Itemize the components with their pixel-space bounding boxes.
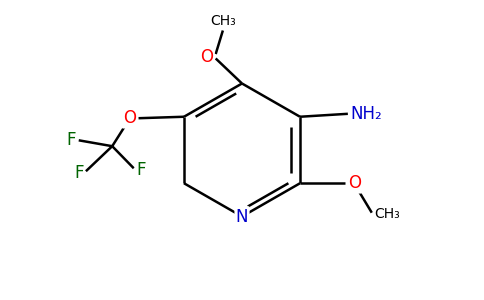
- Text: O: O: [200, 48, 213, 66]
- Text: CH₃: CH₃: [210, 14, 236, 28]
- Text: NH₂: NH₂: [350, 105, 382, 123]
- Text: O: O: [123, 109, 136, 127]
- Text: N: N: [236, 208, 248, 226]
- Text: F: F: [67, 131, 76, 149]
- Text: F: F: [136, 161, 146, 179]
- Text: O: O: [348, 174, 361, 192]
- Text: F: F: [74, 164, 84, 182]
- Text: CH₃: CH₃: [374, 207, 400, 221]
